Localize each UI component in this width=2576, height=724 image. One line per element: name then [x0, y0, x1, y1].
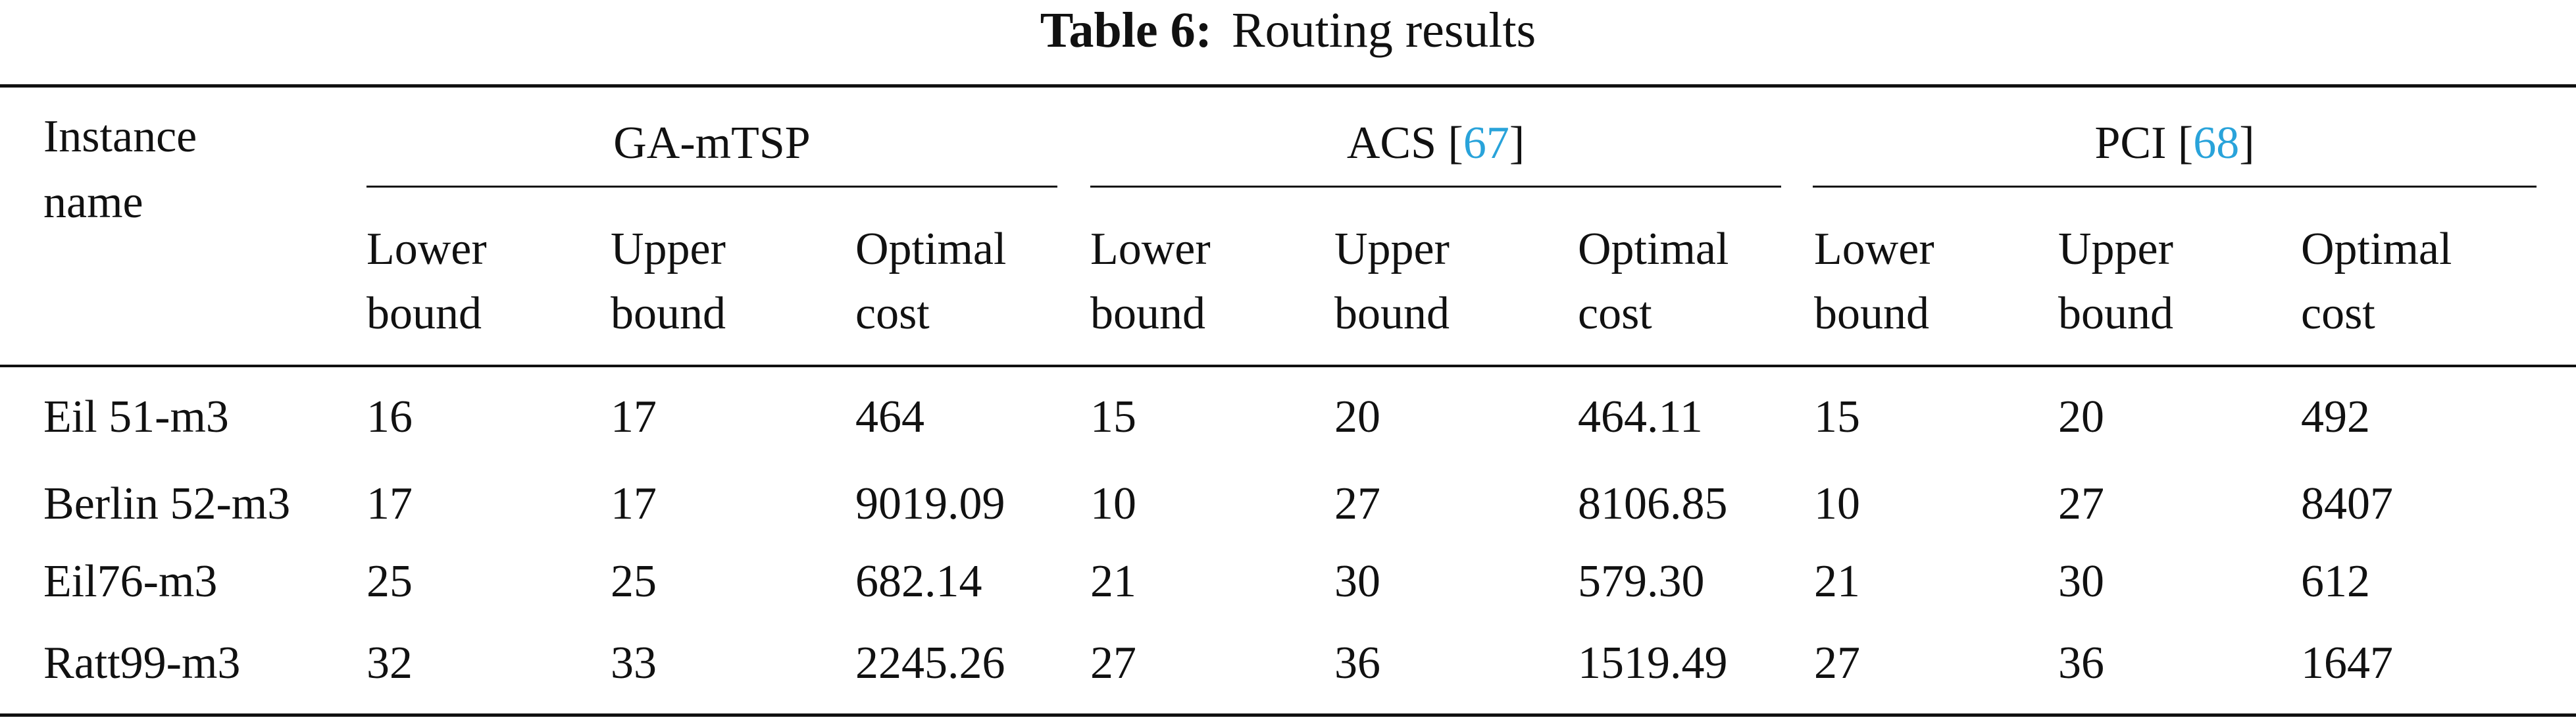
- citation-link-67[interactable]: 67: [1463, 118, 1509, 168]
- cell-acs-optimal-cost: 464.11: [1578, 392, 1703, 442]
- table-caption: Table 6: Routing results: [0, 0, 2576, 71]
- group-header-acs: ACS [67]: [1090, 111, 1781, 176]
- cell-ga-optimal-cost: 9019.09: [855, 478, 1005, 529]
- cell-ga-upper-bound: 33: [611, 638, 657, 688]
- cell-pci-upper-bound: 27: [2058, 478, 2104, 529]
- citation-link-68[interactable]: 68: [2193, 118, 2240, 168]
- table-caption-label: Table 6:: [1040, 3, 1212, 58]
- cell-acs-upper-bound: 36: [1334, 638, 1380, 688]
- cell-instance-name: Ratt99-m3: [43, 638, 241, 688]
- group-header-pci-label: PCI [: [2094, 118, 2194, 168]
- table-top-rule: [0, 84, 2576, 88]
- cell-pci-lower-bound: 27: [1814, 638, 1860, 688]
- cell-pci-optimal-cost: 612: [2301, 556, 2370, 607]
- subheader-optimal-cost: Optimal cost: [855, 224, 1007, 339]
- cell-acs-upper-bound: 20: [1334, 392, 1380, 442]
- cell-ga-upper-bound: 25: [611, 556, 657, 607]
- cell-ga-lower-bound: 25: [366, 556, 413, 607]
- group-header-acs-close: ]: [1509, 118, 1525, 168]
- cell-pci-upper-bound: 20: [2058, 392, 2104, 442]
- cell-pci-lower-bound: 10: [1814, 478, 1860, 529]
- cell-acs-optimal-cost: 1519.49: [1578, 638, 1728, 688]
- group-header-acs-label: ACS [: [1346, 118, 1463, 168]
- cell-acs-lower-bound: 15: [1090, 392, 1136, 442]
- cell-acs-lower-bound: 10: [1090, 478, 1136, 529]
- cell-ga-optimal-cost: 2245.26: [855, 638, 1005, 688]
- cell-acs-optimal-cost: 8106.85: [1578, 478, 1728, 529]
- subheader-lower-bound: Lower bound: [366, 224, 487, 339]
- subheader-lower-bound: Lower bound: [1814, 224, 1934, 339]
- table-bottom-rule: [0, 713, 2576, 717]
- cell-acs-optimal-cost: 579.30: [1578, 556, 1705, 607]
- cell-acs-upper-bound: 30: [1334, 556, 1380, 607]
- group-header-pci-close: ]: [2239, 118, 2255, 168]
- group-rule-ga-mtsp: [366, 186, 1057, 188]
- table-header-rule: [0, 365, 2576, 367]
- cell-pci-lower-bound: 15: [1814, 392, 1860, 442]
- group-rule-acs: [1090, 186, 1781, 188]
- subheader-upper-bound: Upper bound: [611, 224, 726, 339]
- cell-pci-lower-bound: 21: [1814, 556, 1860, 607]
- cell-acs-upper-bound: 27: [1334, 478, 1380, 529]
- cell-ga-lower-bound: 16: [366, 392, 413, 442]
- cell-pci-upper-bound: 36: [2058, 638, 2104, 688]
- cell-instance-name: Eil76-m3: [43, 556, 218, 607]
- subheader-optimal-cost: Optimal cost: [2301, 224, 2452, 339]
- group-header-ga-mtsp-label: GA-mTSP: [613, 118, 811, 168]
- cell-pci-upper-bound: 30: [2058, 556, 2104, 607]
- cell-acs-lower-bound: 27: [1090, 638, 1136, 688]
- group-rule-pci: [1813, 186, 2537, 188]
- cell-ga-optimal-cost: 464: [855, 392, 924, 442]
- header-instance-line1: Instance: [43, 111, 197, 162]
- cell-instance-name: Eil 51-m3: [43, 392, 229, 442]
- cell-ga-lower-bound: 17: [366, 478, 413, 529]
- subheader-upper-bound: Upper bound: [2058, 224, 2173, 339]
- subheader-optimal-cost: Optimal cost: [1578, 224, 1729, 339]
- cell-acs-lower-bound: 21: [1090, 556, 1136, 607]
- cell-pci-optimal-cost: 1647: [2301, 638, 2393, 688]
- cell-ga-upper-bound: 17: [611, 392, 657, 442]
- cell-ga-upper-bound: 17: [611, 478, 657, 529]
- cell-ga-lower-bound: 32: [366, 638, 413, 688]
- cell-pci-optimal-cost: 8407: [2301, 478, 2393, 529]
- cell-ga-optimal-cost: 682.14: [855, 556, 982, 607]
- subheader-lower-bound: Lower bound: [1090, 224, 1211, 339]
- group-header-pci: PCI [68]: [1813, 111, 2537, 176]
- header-instance-line2: name: [43, 177, 143, 228]
- subheader-upper-bound: Upper bound: [1334, 224, 1450, 339]
- cell-pci-optimal-cost: 492: [2301, 392, 2370, 442]
- table-caption-text: Routing results: [1231, 3, 1536, 58]
- group-header-ga-mtsp: GA-mTSP: [366, 111, 1057, 176]
- cell-instance-name: Berlin 52-m3: [43, 478, 291, 529]
